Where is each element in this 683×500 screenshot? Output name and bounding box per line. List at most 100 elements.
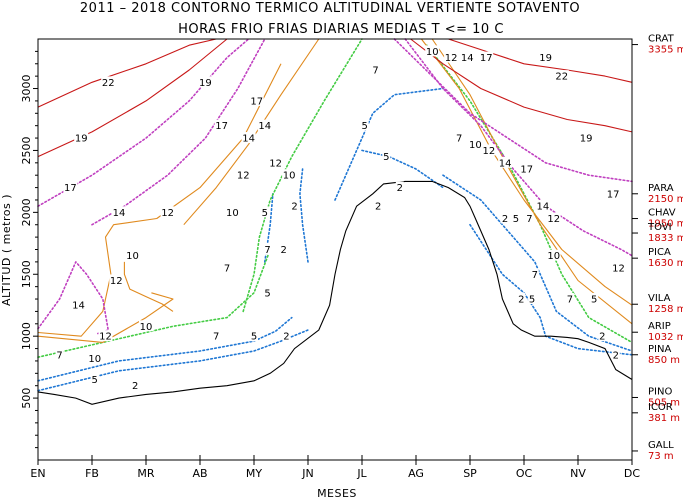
contour-label-bg (479, 51, 494, 63)
contour-label-bg (198, 76, 213, 88)
contour-label-bg (55, 348, 64, 360)
contour-label-bg (598, 330, 607, 342)
chart-subtitle: HORAS FRIO FRIAS DIARIAS MEDIAS T <= 10 … (178, 22, 504, 37)
terrain-profile (37, 180, 633, 405)
contour-label-bg (279, 243, 288, 255)
x-tick-label: OC (516, 467, 533, 480)
contour-label: 5 (264, 288, 270, 299)
contour-label: 12 (445, 53, 458, 64)
contour-line-5 (37, 316, 293, 382)
contour-label: 2 (397, 183, 403, 194)
contour-line-10 (37, 292, 174, 343)
contour-label: 10 (547, 251, 560, 262)
contour-label-bg (498, 156, 513, 168)
contour-label: 7 (456, 134, 462, 145)
contour-line-14 (91, 38, 266, 226)
station-altitude: 381 m (648, 413, 680, 424)
contour-label-bg (611, 262, 626, 274)
contour-label: 5 (513, 214, 519, 225)
contour-label-bg (260, 206, 269, 218)
contour-label: 12 (99, 332, 112, 343)
x-tick-label: SP (463, 467, 477, 480)
contour-label: 17 (480, 53, 493, 64)
x-tick-label: JN (301, 467, 313, 480)
contour-label-bg (257, 119, 272, 131)
contour-label-bg (535, 200, 550, 212)
contour-label: 19 (75, 134, 88, 145)
contour-line-17 (393, 38, 633, 183)
contour-label: 17 (607, 189, 620, 200)
station-name: TOVI (647, 222, 672, 233)
contour-label: 14 (499, 158, 512, 169)
contour-label-bg (468, 138, 483, 150)
contour-label: 10 (426, 47, 439, 58)
contour-label: 14 (258, 121, 271, 132)
contour-line-5 (442, 174, 633, 352)
contour-line-17 (37, 38, 250, 207)
contour-label: 17 (250, 96, 263, 107)
contour-label-bg (455, 132, 464, 144)
station-altitude: 3355 m (648, 45, 683, 56)
station-name: CRAT (648, 34, 675, 45)
contour-line-10 (431, 38, 633, 325)
contour-label-bg (606, 187, 621, 199)
contour-label: 2 (281, 245, 287, 256)
station-altitude: 1630 m (648, 258, 683, 269)
x-axis-label: MESES (317, 487, 357, 500)
contour-label-bg (501, 212, 510, 224)
contour-label: 17 (215, 121, 228, 132)
contour-label-bg (160, 206, 175, 218)
contour-label: 5 (591, 295, 597, 306)
y-tick-label: 500 (20, 388, 33, 409)
contour-label-bg (546, 212, 561, 224)
contour-label: 7 (56, 350, 62, 361)
contour-label-bg (530, 268, 539, 280)
x-tick-label: EN (30, 467, 45, 480)
x-tick-label: AG (408, 467, 424, 480)
contour-label-bg (460, 51, 475, 63)
station-altitude: 73 m (648, 451, 674, 462)
contour-line-7 (242, 38, 363, 313)
contour-label-bg (395, 181, 404, 193)
contour-label-bg (554, 70, 569, 82)
contour-line-2 (299, 168, 309, 263)
station-altitude: 505 m (648, 397, 680, 408)
contour-label: 7 (532, 270, 538, 281)
contour-label: 12 (269, 158, 282, 169)
contour-label-bg (611, 348, 620, 360)
contour-label: 7 (264, 245, 270, 256)
contour-label-bg (214, 119, 229, 131)
contour-label-bg (528, 293, 537, 305)
contour-label: 2 (599, 332, 605, 343)
station-name: VILA (648, 293, 671, 304)
contour-label-bg (263, 243, 272, 255)
x-tick-label: MR (137, 467, 154, 480)
y-tick-label: 3000 (20, 75, 33, 103)
y-tick-label: 1000 (20, 322, 33, 350)
contour-label: 17 (64, 183, 77, 194)
contour-label: 22 (555, 72, 568, 83)
contour-line-22 (37, 38, 217, 108)
station-name: PINA (648, 344, 671, 355)
contour-label-bg (241, 132, 256, 144)
contour-label: 12 (612, 264, 625, 275)
x-tick-label: AB (192, 467, 207, 480)
contour-label: 5 (529, 295, 535, 306)
contour-label-bg (371, 63, 380, 75)
station-altitude: 1950 m (648, 219, 683, 230)
contour-label-bg (519, 163, 534, 175)
contour-label: 12 (483, 146, 496, 157)
y-axis: 500 1000 1500 2000 2500 3000 (20, 50, 38, 449)
contour-label-bg (565, 293, 574, 305)
contour-label: 2 (375, 202, 381, 213)
contour-label-bg (538, 51, 553, 63)
station-altitude: 850 m (648, 355, 680, 366)
contour-label-bg (374, 200, 383, 212)
contour-label-bg (517, 293, 526, 305)
contour-label: 5 (362, 121, 368, 132)
contour-label: 10 (140, 322, 153, 333)
y-tick-label: 2000 (20, 198, 33, 226)
contour-line-19 (37, 38, 228, 158)
